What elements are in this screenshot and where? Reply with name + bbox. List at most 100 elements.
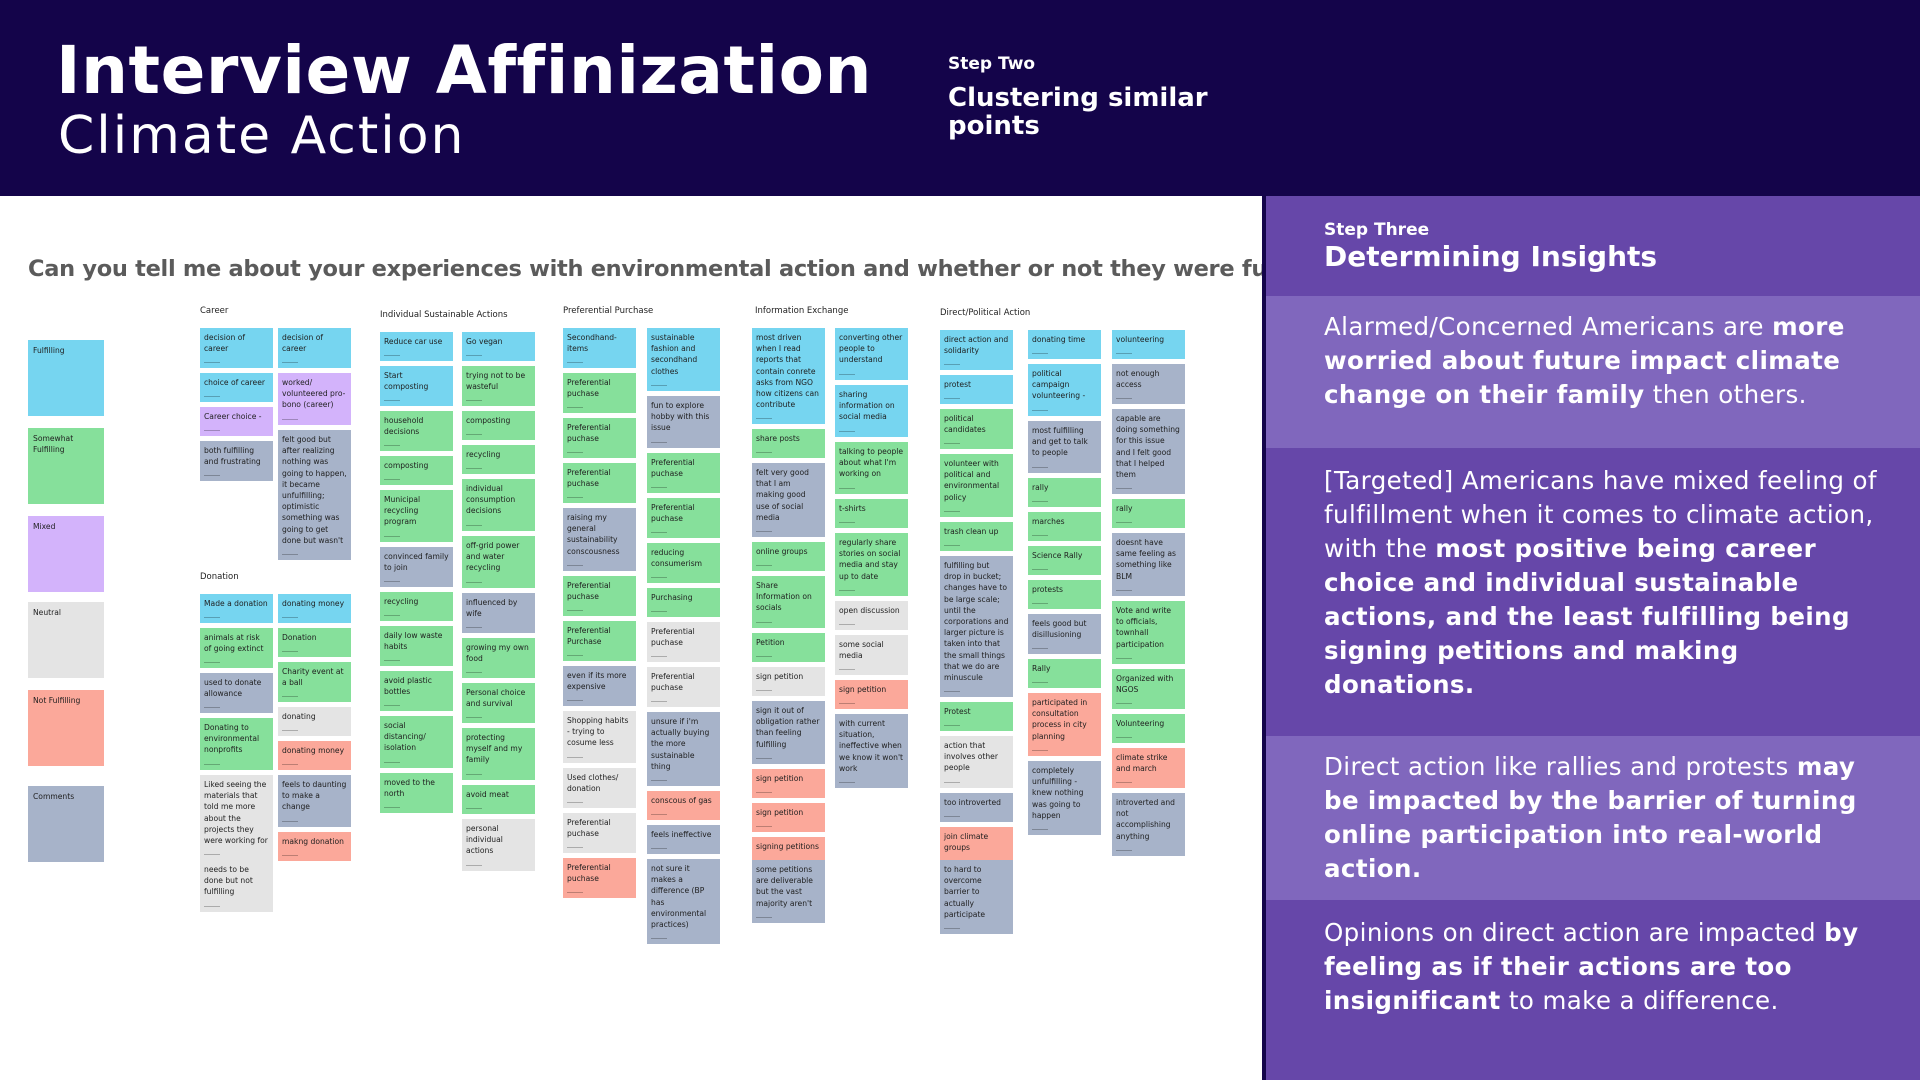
sticky-note: regularly share stories on social media … bbox=[835, 533, 908, 596]
sticky-note: sign petition bbox=[752, 803, 825, 833]
sticky-note: volunteer with political and environment… bbox=[940, 454, 1013, 517]
insight-block: Direct action like rallies and protests … bbox=[1266, 736, 1920, 900]
sticky-note: Secondhand-items bbox=[563, 328, 636, 369]
sticky-note: feels ineffective bbox=[647, 825, 720, 855]
sticky-note: Go vegan bbox=[462, 332, 535, 362]
sticky-note: protest bbox=[940, 375, 1013, 405]
sticky-note: social distancing/ isolation bbox=[380, 716, 453, 768]
insight-emphasis: by feeling as if their actions are too i… bbox=[1324, 918, 1859, 1015]
insight-text: then others. bbox=[1644, 380, 1807, 409]
legend-label: Mixed bbox=[33, 522, 56, 531]
cluster-label: Career bbox=[200, 306, 229, 316]
sticky-note: rally bbox=[1028, 478, 1101, 508]
sticky-note: sign petition bbox=[752, 667, 825, 697]
sticky-note: decision of career bbox=[278, 328, 351, 369]
sticky-note: sign it out of obligation rather than fe… bbox=[752, 701, 825, 764]
legend-label: Fulfilling bbox=[33, 346, 65, 355]
sticky-note: recycling bbox=[462, 445, 535, 475]
sticky-note: daily low waste habits bbox=[380, 626, 453, 667]
sticky-note: used to donate allowance bbox=[200, 673, 273, 714]
sticky-note: share posts bbox=[752, 429, 825, 459]
sticky-note: Protest bbox=[940, 702, 1013, 732]
sticky-note: Preferential puchase bbox=[563, 418, 636, 459]
sticky-note: choice of career bbox=[200, 373, 273, 403]
legend-swatch: Somewhat Fulfilling bbox=[28, 428, 104, 504]
sticky-note: Preferential puchase bbox=[563, 463, 636, 504]
sticky-note: most driven when I read reports that con… bbox=[752, 328, 825, 425]
interview-question: Can you tell me about your experiences w… bbox=[28, 256, 1444, 282]
sticky-note: sharing information on social media bbox=[835, 385, 908, 437]
sticky-note: protests bbox=[1028, 580, 1101, 610]
sticky-note: composting bbox=[380, 456, 453, 486]
step-two-label: Step Two bbox=[948, 54, 1036, 74]
sticky-note: felt good but after realizing nothing wa… bbox=[278, 430, 351, 561]
sticky-note: off-grid power and water recycling bbox=[462, 536, 535, 588]
legend-swatch: Not Fulfilling bbox=[28, 690, 104, 766]
sticky-note: worked/ volunteered pro-bono (career) bbox=[278, 373, 351, 425]
legend-label: Not Fulfilling bbox=[33, 696, 81, 705]
legend-swatch: Fulfilling bbox=[28, 340, 104, 416]
sticky-note: Vote and write to officials, townhall pa… bbox=[1112, 601, 1185, 664]
insight-emphasis: may be impacted by the barrier of turnin… bbox=[1324, 752, 1857, 883]
sticky-note: not sure it makes a difference (BP has e… bbox=[647, 859, 720, 945]
sticky-note: Preferential puchase bbox=[563, 858, 636, 899]
legend-label: Neutral bbox=[33, 608, 62, 617]
sticky-note: Share Information on socials bbox=[752, 576, 825, 628]
sticky-note: composting bbox=[462, 411, 535, 441]
legend-label: Comments bbox=[33, 792, 75, 801]
sticky-note: Preferential puchase bbox=[647, 453, 720, 494]
sticky-note: Preferential puchase bbox=[647, 667, 720, 708]
sticky-note: Petition bbox=[752, 633, 825, 663]
sticky-note: Career choice - bbox=[200, 407, 273, 437]
sticky-note: convinced family to join bbox=[380, 547, 453, 588]
cluster-label: Direct/Political Action bbox=[940, 308, 1031, 318]
sticky-note: climate strike and march bbox=[1112, 748, 1185, 789]
affinity-board: Can you tell me about your experiences w… bbox=[0, 196, 1444, 1080]
cluster-label: Preferential Purchase bbox=[563, 306, 654, 316]
sticky-note: Preferential puchase bbox=[563, 576, 636, 617]
sticky-note: avoid plastic bottles bbox=[380, 671, 453, 712]
sticky-note: influenced by wife bbox=[462, 593, 535, 634]
sticky-note: participated in consultation process in … bbox=[1028, 693, 1101, 756]
sticky-note: rally bbox=[1112, 499, 1185, 529]
sticky-note: some petitions are deliverable but the v… bbox=[752, 860, 825, 923]
sticky-note: recycling bbox=[380, 592, 453, 622]
insight-text: to make a difference. bbox=[1500, 986, 1779, 1015]
sticky-note: capable are doing something for this iss… bbox=[1112, 409, 1185, 495]
sticky-note: direct action and solidarity bbox=[940, 330, 1013, 371]
sticky-note: Reduce car use bbox=[380, 332, 453, 362]
sticky-note: donating money bbox=[278, 594, 351, 624]
sticky-note: Preferential puchase bbox=[647, 498, 720, 539]
sticky-note: Start composting bbox=[380, 366, 453, 407]
sticky-note: introverted and not accomplishing anythi… bbox=[1112, 793, 1185, 856]
sticky-note: Made a donation bbox=[200, 594, 273, 624]
sticky-note: growing my own food bbox=[462, 638, 535, 679]
sticky-note: marches bbox=[1028, 512, 1101, 542]
sticky-note: t-shirts bbox=[835, 499, 908, 529]
sticky-note: with current situation, ineffective when… bbox=[835, 714, 908, 789]
sticky-note: sustainable fashion and secondhand cloth… bbox=[647, 328, 720, 391]
cluster-label: Donation bbox=[200, 572, 239, 582]
legend-swatch: Mixed bbox=[28, 516, 104, 592]
insight-emphasis: most positive being career choice and in… bbox=[1324, 534, 1850, 699]
sticky-note: household decisions bbox=[380, 411, 453, 452]
sticky-note: unsure if i'm actually buying the more s… bbox=[647, 712, 720, 787]
sticky-note: avoid meat bbox=[462, 785, 535, 815]
sticky-note: conscous of gas bbox=[647, 791, 720, 821]
sticky-note: Purchasing bbox=[647, 588, 720, 618]
sticky-note: talking to people about what I'm working… bbox=[835, 442, 908, 494]
step-three-label: Step Three bbox=[1324, 220, 1430, 240]
sticky-note: sign petition bbox=[752, 769, 825, 799]
sticky-note: raising my general sustainability consco… bbox=[563, 508, 636, 571]
sticky-note: Science Rally bbox=[1028, 546, 1101, 576]
insights-panel: Step Three Determining Insights Alarmed/… bbox=[1266, 196, 1920, 1080]
sticky-note: protecting myself and my family bbox=[462, 728, 535, 780]
sticky-note: moved to the north bbox=[380, 773, 453, 814]
panel-divider bbox=[1262, 196, 1266, 1080]
sticky-note: decision of career bbox=[200, 328, 273, 369]
insight-text: [Targeted] Americans have mixed feeling … bbox=[1324, 466, 1877, 563]
sticky-note: individual consumption decisions bbox=[462, 479, 535, 531]
sticky-note: some social media bbox=[835, 635, 908, 676]
sticky-note: action that involves other people bbox=[940, 736, 1013, 788]
step-two-title: Clustering similar points bbox=[948, 83, 1208, 141]
